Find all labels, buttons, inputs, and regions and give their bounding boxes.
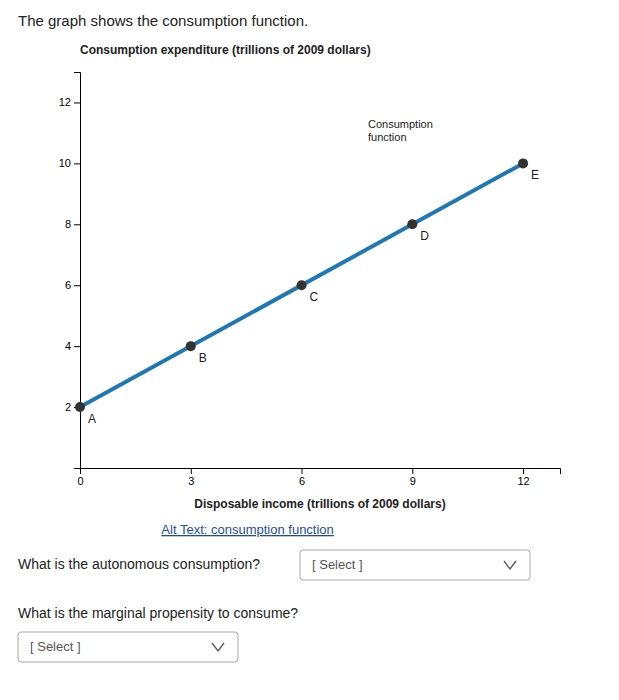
select-box[interactable]: [ Select ] bbox=[300, 550, 530, 580]
point bbox=[186, 341, 196, 351]
y-tick-label: 8 bbox=[65, 218, 71, 230]
select-frame[interactable] bbox=[300, 550, 530, 580]
y-axis-title: Consumption expenditure (trillions of 20… bbox=[80, 43, 371, 57]
point-label: A bbox=[88, 412, 96, 426]
select-frame[interactable] bbox=[18, 632, 238, 662]
point bbox=[407, 219, 417, 229]
page: The graph shows the consumption function… bbox=[0, 0, 619, 700]
x-tick-label: 12 bbox=[517, 475, 529, 487]
question: What is the marginal propensity to consu… bbox=[18, 605, 298, 621]
select-chevron[interactable] bbox=[504, 561, 516, 569]
point-label: D bbox=[420, 229, 429, 243]
x-tick-mark bbox=[523, 468, 524, 474]
alt-text-link[interactable]: Alt Text: consumption function bbox=[161, 522, 333, 537]
y-tick-label: 2 bbox=[65, 401, 71, 413]
y-tick: 6 bbox=[65, 279, 80, 291]
x-tick: 6 bbox=[299, 468, 305, 487]
consumption-line bbox=[80, 163, 523, 407]
y-tick-mark bbox=[74, 346, 80, 347]
x-tick-label: 9 bbox=[410, 475, 416, 487]
x-axis: 0 3 6 9 12 bbox=[77, 468, 560, 487]
x-tick-mark bbox=[302, 468, 303, 474]
y-tick-label: 6 bbox=[65, 279, 71, 291]
point-label: C bbox=[310, 290, 319, 304]
y-tick-mark bbox=[74, 285, 80, 286]
x-tick: 9 bbox=[410, 468, 416, 487]
title: The graph shows the consumption function… bbox=[18, 12, 308, 29]
y-tick-label: 4 bbox=[65, 340, 71, 352]
question: What is the autonomous consumption? bbox=[18, 556, 260, 572]
x-tick-mark bbox=[412, 468, 413, 474]
x-tick: 3 bbox=[188, 468, 194, 487]
point bbox=[75, 402, 85, 412]
y-tick-mark bbox=[74, 163, 80, 164]
x-tick-label: 3 bbox=[188, 475, 194, 487]
point bbox=[297, 280, 307, 290]
point-labels: A B C D E bbox=[88, 168, 539, 426]
y-tick: 10 bbox=[59, 157, 80, 169]
y-tick-mark bbox=[74, 224, 80, 225]
x-tick: 0 bbox=[77, 468, 83, 487]
x-tick-label: 6 bbox=[299, 475, 305, 487]
y-tick-label: 10 bbox=[59, 157, 71, 169]
x-axis-line bbox=[81, 469, 561, 475]
annotation: Consumptionfunction bbox=[368, 118, 433, 143]
point-label: B bbox=[199, 351, 207, 365]
y-tick: 8 bbox=[65, 218, 80, 230]
point bbox=[518, 158, 528, 168]
select-text[interactable]: [ Select ] bbox=[30, 639, 81, 654]
point-label: E bbox=[531, 168, 539, 182]
select-chevron[interactable] bbox=[212, 643, 224, 651]
y-tick: 4 bbox=[65, 340, 80, 352]
x-tick-label: 0 bbox=[77, 475, 83, 487]
x-tick-mark bbox=[191, 468, 192, 474]
y-tick-mark bbox=[74, 102, 80, 103]
x-axis-title: Disposable income (trillions of 2009 dol… bbox=[194, 497, 445, 511]
y-tick: 12 bbox=[59, 96, 80, 108]
y-tick-label: 12 bbox=[59, 96, 71, 108]
select-text[interactable]: [ Select ] bbox=[312, 557, 363, 572]
x-tick: 12 bbox=[517, 468, 529, 487]
select-box[interactable]: [ Select ] bbox=[18, 632, 238, 662]
plot-marks bbox=[75, 158, 528, 412]
